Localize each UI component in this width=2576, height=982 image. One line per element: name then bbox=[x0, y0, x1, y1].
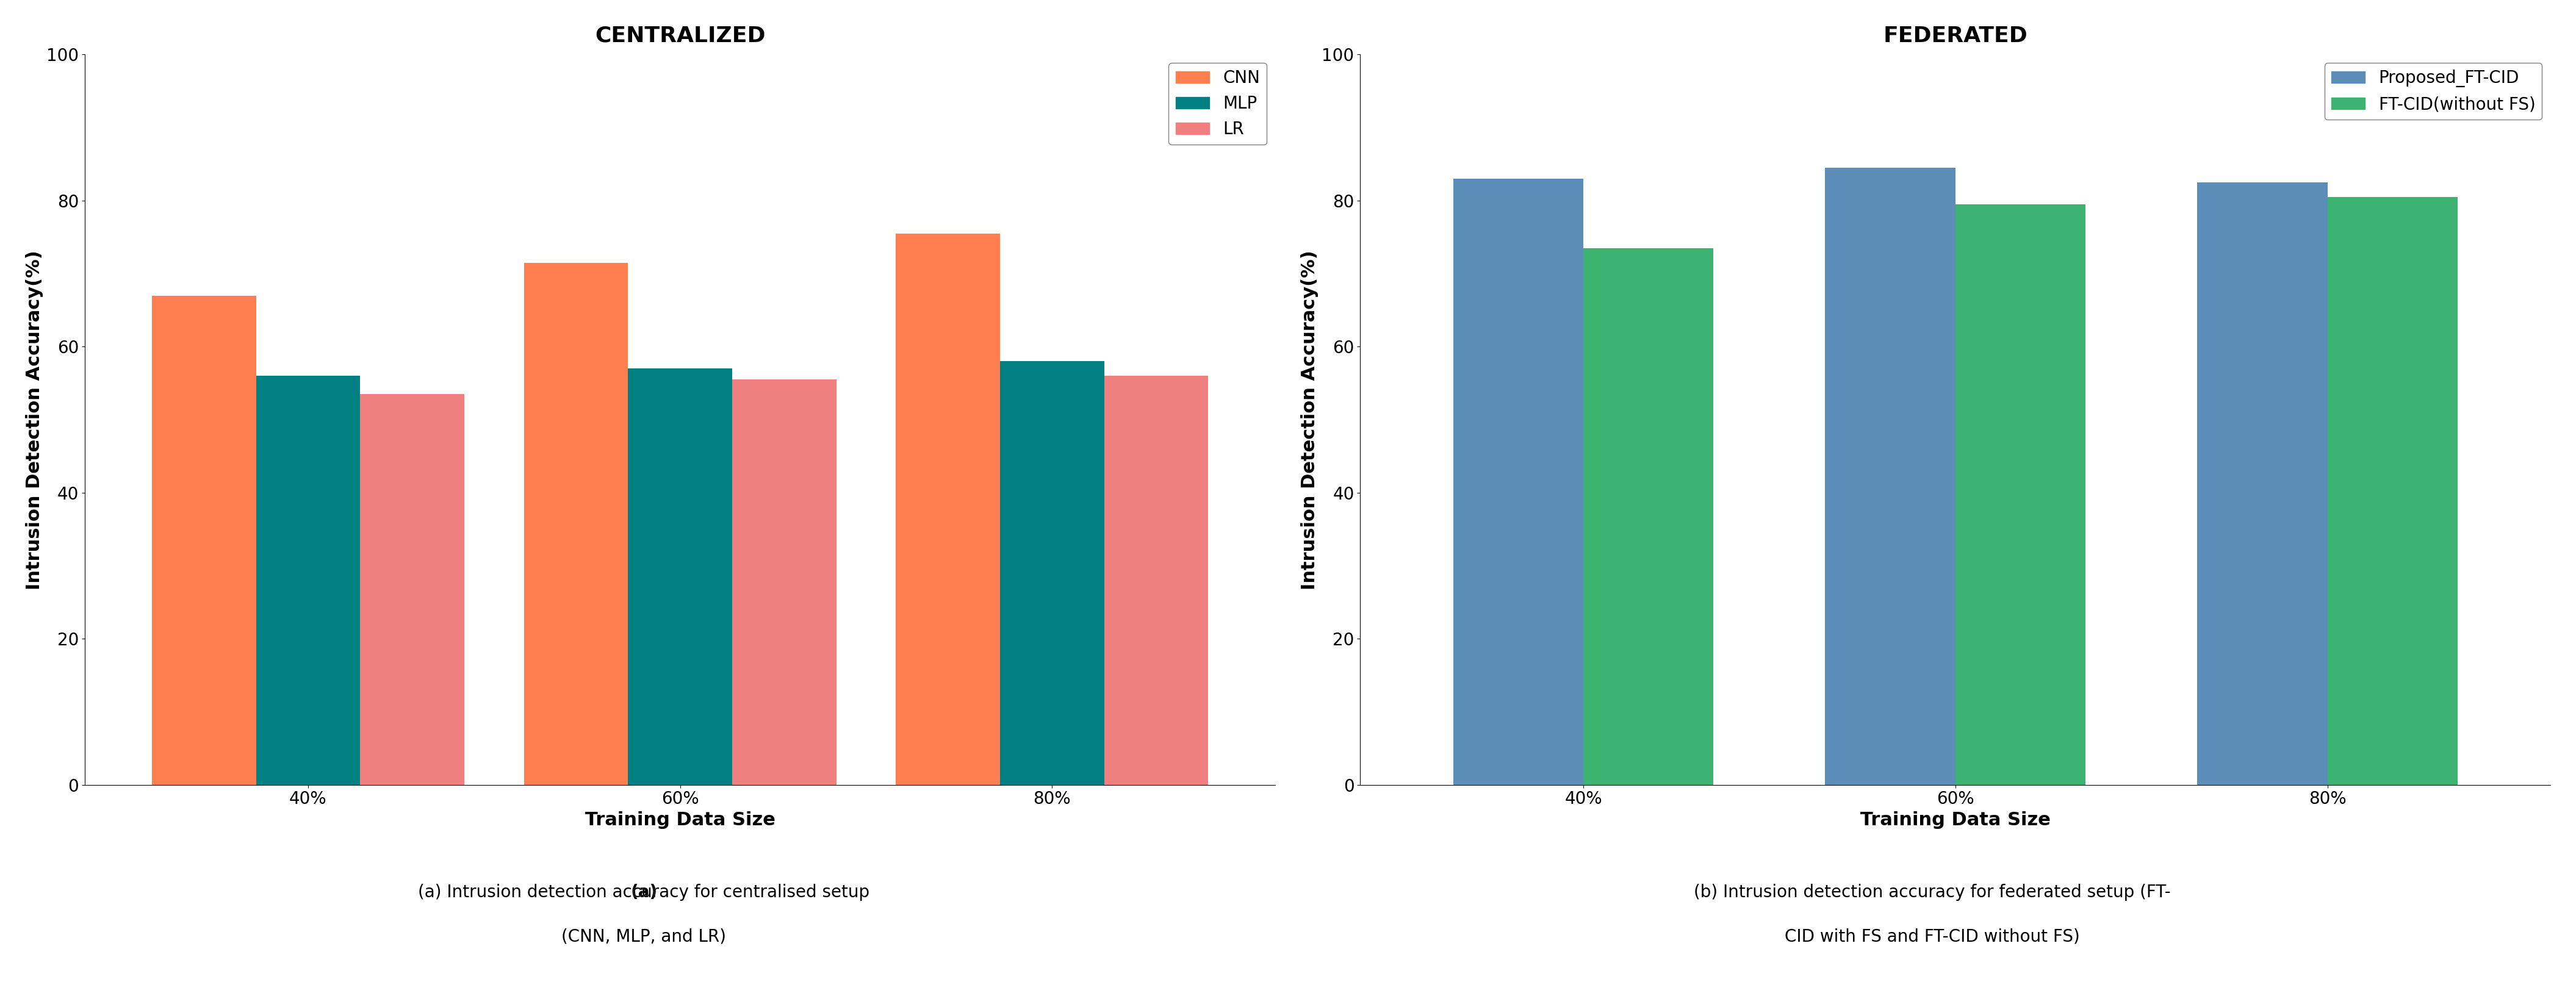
Text: (a): (a) bbox=[631, 884, 657, 900]
Bar bbox=[1584, 248, 1713, 785]
Bar bbox=[1955, 204, 2087, 785]
Y-axis label: Intrusion Detection Accuracy(%): Intrusion Detection Accuracy(%) bbox=[26, 250, 44, 589]
Legend: Proposed_FT-CID, FT-CID(without FS): Proposed_FT-CID, FT-CID(without FS) bbox=[2324, 63, 2543, 120]
Bar bbox=[1826, 168, 1955, 785]
Bar bbox=[1105, 376, 1208, 785]
Bar bbox=[896, 234, 999, 785]
X-axis label: Training Data Size: Training Data Size bbox=[1860, 811, 2050, 829]
X-axis label: Training Data Size: Training Data Size bbox=[585, 811, 775, 829]
Bar bbox=[361, 394, 464, 785]
Text: (CNN, MLP, and LR): (CNN, MLP, and LR) bbox=[562, 928, 726, 945]
Bar bbox=[1453, 179, 1584, 785]
Text: CID with FS and FT-CID without FS): CID with FS and FT-CID without FS) bbox=[1785, 928, 2079, 945]
Title: CENTRALIZED: CENTRALIZED bbox=[595, 26, 765, 46]
Legend: CNN, MLP, LR: CNN, MLP, LR bbox=[1170, 63, 1267, 144]
Bar bbox=[2197, 183, 2326, 785]
Bar bbox=[629, 368, 732, 785]
Bar bbox=[152, 296, 255, 785]
Bar bbox=[732, 380, 837, 785]
Bar bbox=[999, 361, 1105, 785]
Bar bbox=[255, 376, 361, 785]
Y-axis label: Intrusion Detection Accuracy(%): Intrusion Detection Accuracy(%) bbox=[1301, 250, 1319, 589]
Text: (a) Intrusion detection accuracy for centralised setup: (a) Intrusion detection accuracy for cen… bbox=[417, 884, 871, 900]
Bar bbox=[2326, 197, 2458, 785]
Title: FEDERATED: FEDERATED bbox=[1883, 26, 2027, 46]
Text: (a) Intrusion detection accuracy for centralised setup: (a) Intrusion detection accuracy for cen… bbox=[417, 884, 871, 900]
Bar bbox=[523, 263, 629, 785]
Text: (b) Intrusion detection accuracy for federated setup (FT-: (b) Intrusion detection accuracy for fed… bbox=[1692, 884, 2172, 900]
